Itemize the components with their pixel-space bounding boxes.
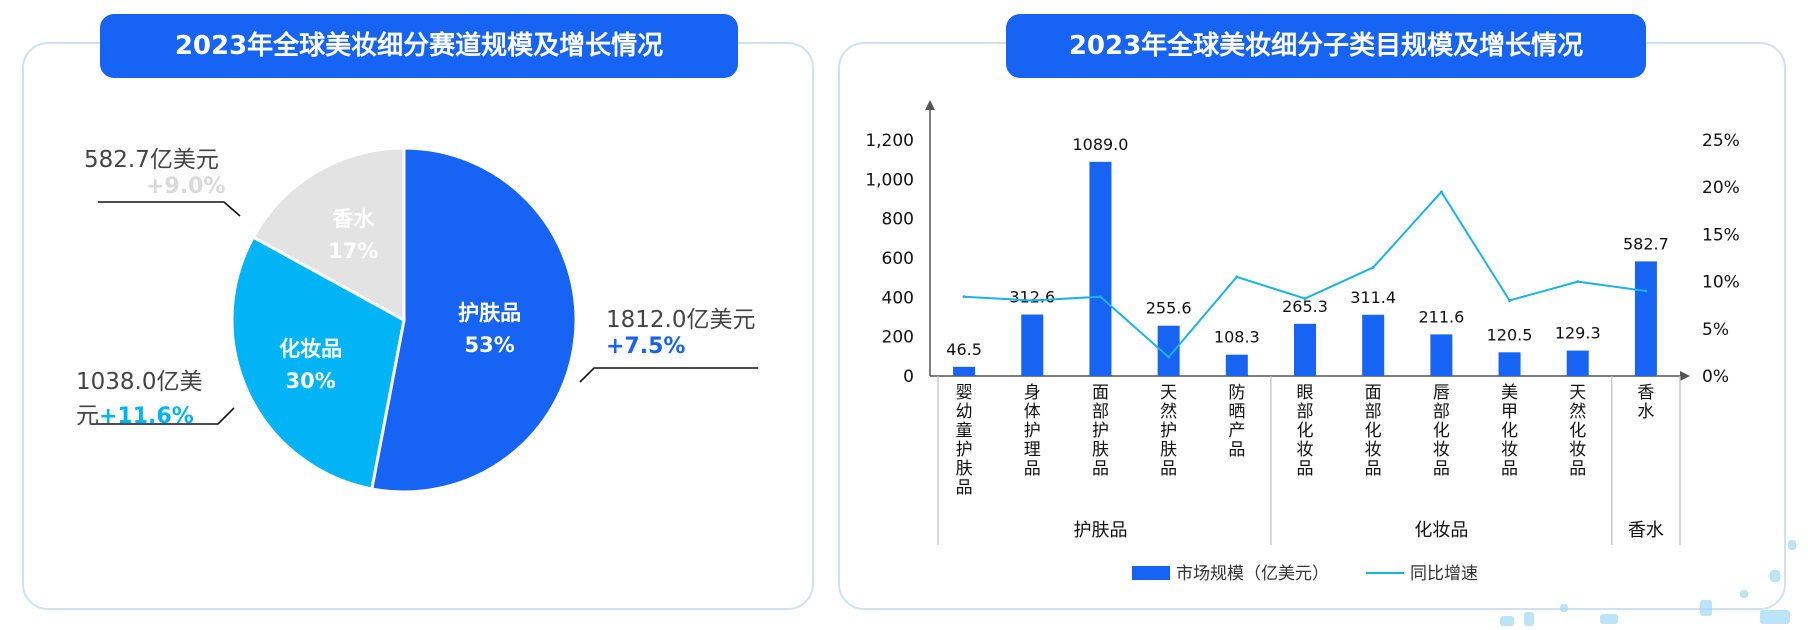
left-chart-title: 2023年全球美妆细分赛道规模及增长情况 <box>100 14 738 78</box>
decor-dot <box>1760 610 1790 624</box>
right-chart-title: 2023年全球美妆细分子类目规模及增长情况 <box>1006 14 1646 78</box>
callout-skincare-growth: +7.5% <box>606 334 686 359</box>
callout-fragrance: 582.7亿美元 +9.0% <box>84 140 225 199</box>
callout-skincare: 1812.0亿美元 +7.5% <box>606 300 755 359</box>
decor-dot <box>1740 590 1748 598</box>
decor-dot <box>1770 570 1780 582</box>
callout-cosmetics-amount: 1038.0亿美 <box>76 369 203 395</box>
callout-cosmetics: 1038.0亿美 元+11.6% <box>76 362 202 430</box>
callout-fragrance-growth: +9.0% <box>146 174 226 199</box>
decor-dot <box>1500 616 1514 626</box>
callout-cosmetics-amount-cont: 元 <box>76 403 99 429</box>
decor-dot <box>1524 612 1534 626</box>
callout-cosmetics-growth: +11.6% <box>99 404 194 429</box>
decor-dot <box>1788 540 1796 550</box>
decor-dot <box>1700 600 1712 616</box>
decor-dot <box>1600 614 1618 624</box>
right-panel <box>838 42 1786 610</box>
callout-skincare-amount: 1812.0亿美元 <box>606 307 756 333</box>
decor-dot <box>1560 604 1568 612</box>
callout-fragrance-amount: 582.7亿美元 <box>84 147 219 173</box>
